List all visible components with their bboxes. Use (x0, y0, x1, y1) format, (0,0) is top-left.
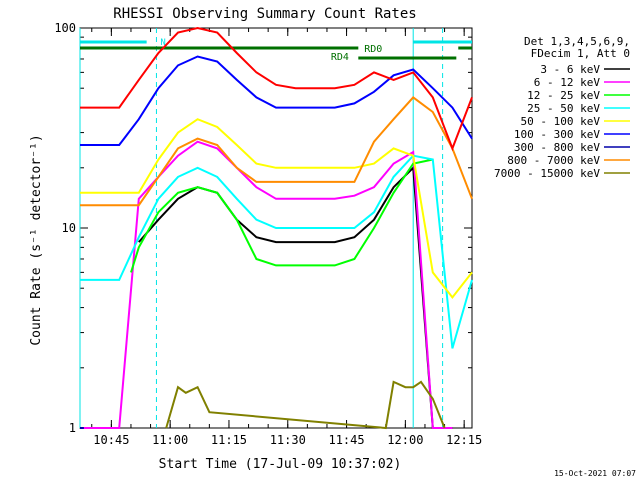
series-line-8 (165, 380, 446, 430)
y-tick-label: 10 (62, 221, 76, 235)
legend: Det 1,3,4,5,6,9,FDecim 1, Att 0 3 - 6 keV… (494, 35, 630, 180)
series-line-5 (80, 55, 473, 146)
series-line-0 (138, 165, 453, 429)
series-line-4 (80, 118, 473, 300)
y-axis-label: Count Rate (s⁻¹ detector⁻¹) (29, 134, 44, 345)
x-tick-label: 11:45 (328, 433, 364, 447)
legend-header: FDecim 1, Att 0 (531, 47, 630, 60)
legend-label: 300 - 800 keV (514, 141, 600, 154)
y-tick-label: 100 (54, 21, 76, 35)
x-tick-label: 11:00 (152, 433, 188, 447)
x-tick-label: 11:15 (211, 433, 247, 447)
x-tick-label: 11:30 (270, 433, 306, 447)
chart-title: RHESSI Observing Summary Count Rates (113, 6, 416, 22)
footer-date: 15-Oct-2021 07:07 (554, 469, 636, 478)
legend-label: 6 - 12 keV (534, 76, 601, 89)
x-tick-label: 12:00 (387, 433, 423, 447)
flag-label-rd0: RD0 (364, 44, 382, 55)
flag-label-rd4: RD4 (331, 52, 349, 63)
legend-label: 3 - 6 keV (540, 63, 600, 76)
legend-label: 7000 - 15000 keV (494, 167, 600, 180)
series-line-3 (80, 154, 473, 349)
series-line-7 (80, 96, 473, 207)
x-tick-label: 12:15 (446, 433, 482, 447)
series-line-2 (130, 158, 434, 273)
legend-label: 100 - 300 keV (514, 128, 600, 141)
legend-label: 50 - 100 keV (521, 115, 601, 128)
x-axis-label: Start Time (17-Jul-09 10:37:02) (159, 457, 402, 472)
legend-header: Det 1,3,4,5,6,9, (524, 35, 630, 48)
y-tick-label: 1 (69, 421, 76, 435)
legend-label: 800 - 7000 keV (507, 154, 600, 167)
x-tick-label: 10:45 (93, 433, 129, 447)
legend-label: 12 - 25 keV (527, 89, 600, 102)
series-line-9 (80, 26, 473, 152)
flag-label-night: N (160, 38, 165, 48)
plot-area: 1 10 100 10:45 11:00 11:15 11:30 11:45 12:00 12:1… (54, 21, 482, 447)
legend-label: 25 - 50 keV (527, 102, 600, 115)
